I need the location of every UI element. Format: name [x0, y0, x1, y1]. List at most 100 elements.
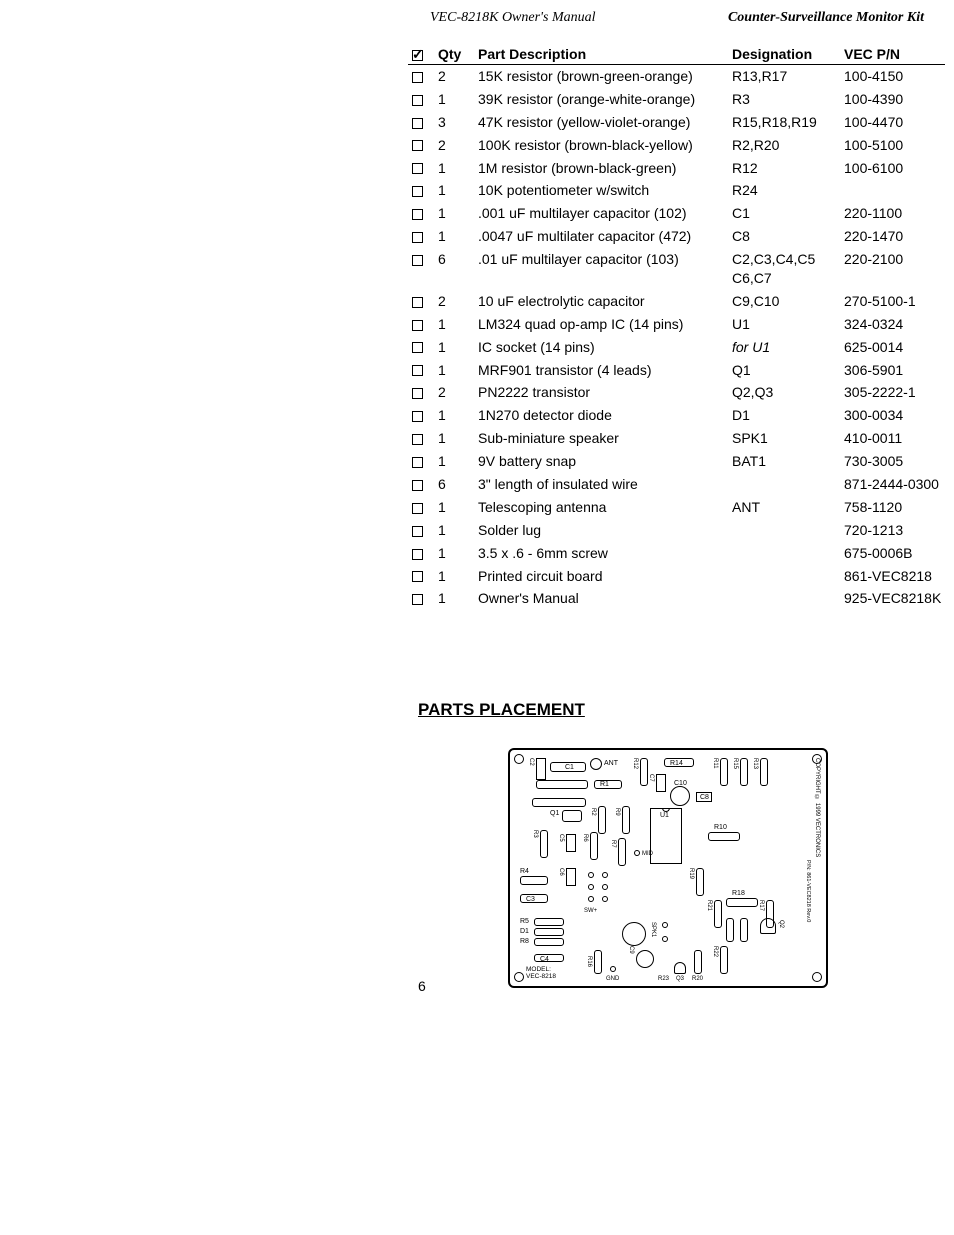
cell-pn: 220-2100	[840, 248, 945, 290]
checkbox-icon	[412, 140, 423, 151]
cell-desc: Telescoping antenna	[474, 496, 728, 519]
table-row: 347K resistor (yellow-violet-orange)R15,…	[408, 111, 945, 134]
checkbox-icon	[412, 95, 423, 106]
cmp-generic	[536, 780, 588, 789]
cmp-q2	[760, 918, 776, 934]
cell-check	[408, 336, 434, 359]
cell-check	[408, 359, 434, 382]
cell-desc: 10K potentiometer w/switch	[474, 179, 728, 202]
cell-qty: 1	[434, 336, 474, 359]
checkbox-icon	[412, 365, 423, 376]
table-row: 110K potentiometer w/switchR24	[408, 179, 945, 202]
cell-desc: 1M resistor (brown-black-green)	[474, 157, 728, 180]
checkbox-icon	[412, 457, 423, 468]
checkbox-icon	[412, 163, 423, 174]
table-row: 11M resistor (brown-black-green)R12100-6…	[408, 157, 945, 180]
cmp-ant	[590, 758, 602, 770]
cell-desc: PN2222 transistor	[474, 381, 728, 404]
lbl-r3: R3	[532, 830, 538, 838]
cmp-r10	[708, 832, 740, 841]
col-header-qty: Qty	[434, 44, 474, 65]
cell-pn: 861-VEC8218	[840, 565, 945, 588]
checkbox-icon	[412, 411, 423, 422]
cmp-r2	[598, 806, 606, 834]
cell-check	[408, 587, 434, 610]
cell-qty: 1	[434, 519, 474, 542]
cell-desc: 47K resistor (yellow-violet-orange)	[474, 111, 728, 134]
lbl-c8: C8	[700, 794, 709, 801]
cell-qty: 2	[434, 381, 474, 404]
cell-pn: 730-3005	[840, 450, 945, 473]
cmp-r7	[618, 838, 626, 866]
cell-desig: Q1	[728, 359, 840, 382]
checkbox-icon	[412, 503, 423, 514]
table-row: 13.5 x .6 - 6mm screw675-0006B	[408, 542, 945, 565]
cell-desig: R2,R20	[728, 134, 840, 157]
lbl-r11: R11	[712, 758, 718, 769]
mounting-hole	[514, 754, 524, 764]
cell-pn: 720-1213	[840, 519, 945, 542]
cell-qty: 1	[434, 225, 474, 248]
table-row: 1IC socket (14 pins)for U1625-0014	[408, 336, 945, 359]
cell-pn: 220-1470	[840, 225, 945, 248]
table-row: 139K resistor (orange-white-orange)R3100…	[408, 88, 945, 111]
cell-desig: R3	[728, 88, 840, 111]
checkbox-icon	[412, 480, 423, 491]
table-row: 63" length of insulated wire871-2444-030…	[408, 473, 945, 496]
lbl-copyright: COPYRIGHT © 1999 VECTRONICS	[814, 758, 820, 857]
lbl-r23: R23	[658, 976, 669, 982]
cell-desig: Q2,Q3	[728, 381, 840, 404]
table-row: 2PN2222 transistorQ2,Q3305-2222-1	[408, 381, 945, 404]
check-icon	[412, 50, 423, 61]
table-header-row: Qty Part Description Designation VEC P/N	[408, 44, 945, 65]
lbl-sw: SW+	[584, 908, 597, 914]
lbl-q3: Q3	[676, 976, 684, 982]
cell-desig: R24	[728, 179, 840, 202]
cell-pn: 625-0014	[840, 336, 945, 359]
cell-pn: 100-5100	[840, 134, 945, 157]
table-row: 1Sub-miniature speakerSPK1410-0011	[408, 427, 945, 450]
pcb-diagram: C2 C1 ANT R12 R14 R11 R15 R13 COPYRIGHT …	[508, 748, 828, 988]
cell-desc: 3" length of insulated wire	[474, 473, 728, 496]
cell-desc: MRF901 transistor (4 leads)	[474, 359, 728, 382]
lbl-r5: R5	[520, 918, 529, 925]
cmp-r16	[594, 950, 602, 974]
cell-check	[408, 519, 434, 542]
cmp-q1	[562, 810, 582, 822]
table-row: 1Solder lug720-1213	[408, 519, 945, 542]
manual-page: VEC-8218K Owner's Manual Counter-Surveil…	[0, 0, 954, 1048]
lbl-spk1: SPK1	[650, 922, 656, 937]
mounting-hole	[514, 972, 524, 982]
cmp-c5	[566, 834, 576, 852]
cell-desc: 100K resistor (brown-black-yellow)	[474, 134, 728, 157]
cell-pn: 324-0324	[840, 313, 945, 336]
cell-qty: 1	[434, 542, 474, 565]
cell-check	[408, 65, 434, 88]
checkbox-icon	[412, 297, 423, 308]
cmp-r8	[534, 938, 564, 946]
lbl-r21: R21	[706, 900, 712, 911]
pad	[610, 966, 616, 972]
lbl-board-ref: P/N: 861-VEC8218 Rev.0	[805, 860, 811, 922]
cell-check	[408, 381, 434, 404]
pad	[602, 872, 608, 878]
checkbox-icon	[412, 388, 423, 399]
cell-desig	[728, 473, 840, 496]
checkbox-icon	[412, 209, 423, 220]
cmp-d1	[534, 928, 564, 936]
cell-check	[408, 427, 434, 450]
cell-check	[408, 202, 434, 225]
lbl-c9: C9	[628, 946, 634, 954]
cell-desig: BAT1	[728, 450, 840, 473]
col-header-desig: Designation	[728, 44, 840, 65]
cell-qty: 2	[434, 65, 474, 88]
checkbox-icon	[412, 232, 423, 243]
col-header-pn: VEC P/N	[840, 44, 945, 65]
table-row: 1LM324 quad op-amp IC (14 pins)U1324-032…	[408, 313, 945, 336]
lbl-c4: C4	[540, 956, 549, 963]
lbl-r20: R20	[692, 976, 703, 982]
cell-qty: 1	[434, 587, 474, 610]
cell-desig: SPK1	[728, 427, 840, 450]
lbl-d1: D1	[520, 928, 529, 935]
cmp-r19	[696, 868, 704, 896]
